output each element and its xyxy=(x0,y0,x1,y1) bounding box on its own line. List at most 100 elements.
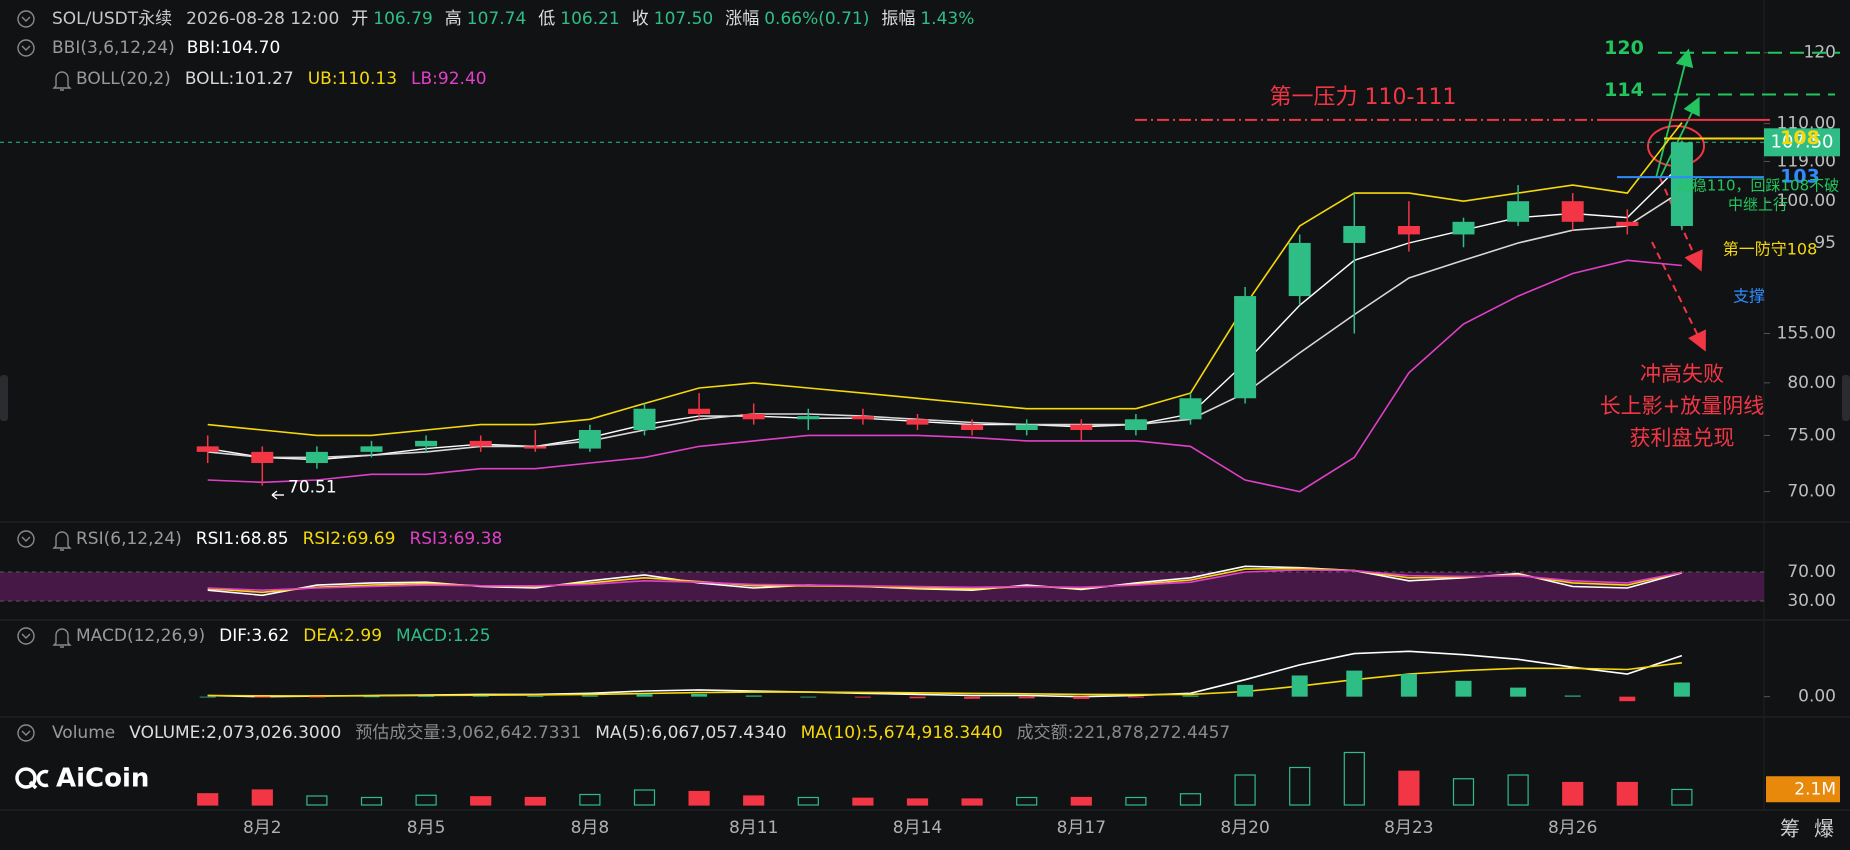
legend-item: RSI1:68.85 xyxy=(196,529,289,549)
candle-body xyxy=(524,446,547,449)
legend-item: VOLUME:2,073,026.3000 xyxy=(129,723,341,743)
candle-body xyxy=(1234,296,1257,399)
x-tick-label: 8月23 xyxy=(1384,818,1433,838)
candle-body xyxy=(1561,201,1584,222)
volume-bar xyxy=(1562,781,1584,806)
histogram-bar xyxy=(1127,696,1144,698)
legend-item: 涨幅 xyxy=(725,9,759,29)
arrow-down xyxy=(1651,241,1706,352)
histogram-bar xyxy=(581,695,598,697)
indicator-line xyxy=(207,259,1682,493)
histogram-bar xyxy=(472,695,489,697)
volume-bar xyxy=(1452,778,1475,806)
histogram-bar xyxy=(363,696,380,698)
y-tick-label: 100.00 xyxy=(1777,191,1836,211)
candle-body xyxy=(633,408,656,431)
x-tick-label: 8月20 xyxy=(1220,818,1269,838)
low-arrow xyxy=(271,490,278,500)
legend-item: MA(5):6,067,057.4340 xyxy=(595,723,786,743)
histogram-bar xyxy=(854,696,871,698)
candle-body xyxy=(1179,398,1202,420)
histogram-bar xyxy=(1619,696,1636,702)
legend-item: MACD(12,26,9) xyxy=(76,626,205,646)
annotation-note: 站稳110，回踩108不破 xyxy=(1677,177,1839,195)
legend-item: DIF:3.62 xyxy=(219,626,289,646)
y-tick-label: 75.00 xyxy=(1787,425,1836,445)
candle-body xyxy=(906,419,929,425)
y-tick-label: 155.00 xyxy=(1777,324,1836,344)
legend-row: BBI(3,6,12,24) BBI:104.70 xyxy=(52,38,280,58)
y-tick-label: 0.00 xyxy=(1798,687,1836,707)
legend-item: UB:110.13 xyxy=(308,69,397,89)
row-toggles[interactable] xyxy=(17,10,72,742)
histogram-bar xyxy=(964,696,981,699)
legend-item: 高 xyxy=(445,9,462,29)
histogram-bar xyxy=(636,694,653,697)
volume-bar xyxy=(797,796,819,806)
candle-body xyxy=(1124,419,1147,431)
candle-body xyxy=(251,451,274,464)
legend-item: RSI(6,12,24) xyxy=(76,529,182,549)
volume-bar xyxy=(579,793,601,806)
candle-body xyxy=(1452,221,1475,235)
candle-body xyxy=(1507,201,1530,222)
arrow-up xyxy=(1655,48,1694,179)
volume-bar xyxy=(251,789,273,806)
candle-body xyxy=(1015,424,1038,431)
y-tick-label: 70.00 xyxy=(1787,482,1836,502)
histogram-bar xyxy=(800,696,817,698)
x-tick-label: 8月8 xyxy=(571,818,610,838)
side-tab[interactable] xyxy=(1842,375,1850,421)
legend-item: DEA:2.99 xyxy=(303,626,382,646)
volume-bar xyxy=(470,796,492,806)
watermark: AiCoin xyxy=(56,764,149,794)
last-price-label: 107.50 xyxy=(1771,131,1834,152)
volume-bar xyxy=(743,795,765,806)
legend-item: 107.74 xyxy=(467,9,526,29)
histogram-bar xyxy=(1237,684,1254,697)
candle-body xyxy=(961,424,984,431)
legend-item: BBI:104.70 xyxy=(187,38,281,58)
legend-row: Volume VOLUME:2,073,026.3000 预估成交量:3,062,6… xyxy=(52,723,1230,743)
annotation-note: 获利盘兑现 xyxy=(1630,426,1735,450)
volume-bar xyxy=(1016,796,1038,806)
legend-item: 1.43% xyxy=(920,9,974,29)
volume-bar xyxy=(1289,766,1311,806)
legend-item: MA(10):5,674,918.3440 xyxy=(801,723,1003,743)
legend-item: BBI(3,6,12,24) xyxy=(52,38,175,58)
annotation-note: 支撑 xyxy=(1733,287,1765,306)
histogram-bar xyxy=(1400,674,1417,697)
y-tick-label: 80.00 xyxy=(1787,373,1836,393)
candle-body xyxy=(415,440,438,447)
candle-body xyxy=(1616,221,1639,226)
histogram-bar xyxy=(1564,695,1581,697)
y-tick-label: 30.00 xyxy=(1787,591,1836,611)
legend-item: Volume xyxy=(52,723,115,743)
histogram-bar xyxy=(199,696,216,698)
last-price-tag xyxy=(1764,128,1840,157)
y-tick-label: 70.00 xyxy=(1787,562,1836,582)
x-tick-label: 8月17 xyxy=(1057,818,1106,838)
volume-bar xyxy=(1234,774,1256,806)
legend-item: 振幅 xyxy=(881,9,915,29)
histogram-bar xyxy=(909,696,926,699)
legend-item: RSI2:69.69 xyxy=(303,529,396,549)
volume-bar xyxy=(1343,751,1365,806)
side-tab[interactable] xyxy=(0,375,8,421)
volume-bar xyxy=(852,797,874,806)
toolbar-button[interactable]: 筹 xyxy=(1780,817,1800,841)
legend-item: 开 xyxy=(351,9,368,29)
candle-body xyxy=(1343,225,1366,243)
volume-bar xyxy=(1507,774,1529,806)
candle-body xyxy=(688,408,711,414)
annotation-note: 冲高失败 xyxy=(1640,362,1724,386)
candle-body xyxy=(469,440,492,447)
y-tick-label: 95 xyxy=(1814,233,1836,253)
candle-body xyxy=(360,446,383,452)
volume-bar xyxy=(1070,796,1092,806)
toolbar-button[interactable]: 爆 xyxy=(1814,817,1834,841)
histogram-bar xyxy=(1455,680,1472,697)
volume-bar xyxy=(1671,788,1693,806)
